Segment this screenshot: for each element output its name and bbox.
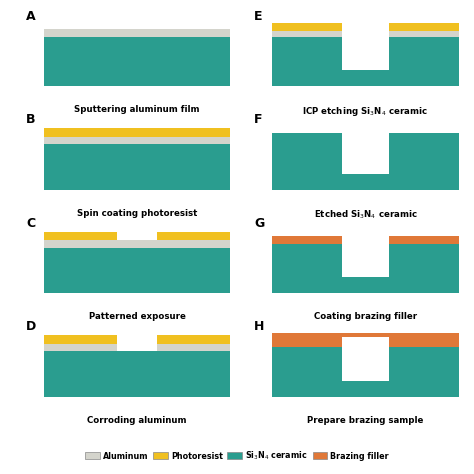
- Text: Prepare brazing sample: Prepare brazing sample: [307, 416, 423, 425]
- Bar: [341, 337, 389, 347]
- Legend: Aluminum, Photoresist, Si$_3$N$_4$ ceramic, Brazing filler: Aluminum, Photoresist, Si$_3$N$_4$ ceram…: [82, 447, 392, 465]
- Bar: [272, 23, 341, 31]
- Text: H: H: [254, 320, 264, 333]
- Text: Etched Si$_3$N$_4$ ceramic: Etched Si$_3$N$_4$ ceramic: [313, 209, 417, 221]
- Bar: [272, 381, 458, 397]
- Text: A: A: [26, 10, 36, 23]
- Bar: [272, 244, 341, 277]
- Bar: [44, 351, 230, 397]
- Text: D: D: [26, 320, 36, 333]
- Text: Coating brazing filler: Coating brazing filler: [314, 312, 417, 321]
- Bar: [389, 236, 458, 244]
- Text: Patterned exposure: Patterned exposure: [89, 312, 185, 321]
- Bar: [272, 174, 458, 190]
- Text: E: E: [254, 10, 263, 23]
- Bar: [44, 335, 117, 344]
- Bar: [272, 277, 458, 293]
- Bar: [44, 128, 230, 137]
- Text: ICP etching Si$_3$N$_4$ ceramic: ICP etching Si$_3$N$_4$ ceramic: [302, 105, 428, 118]
- Bar: [44, 344, 117, 351]
- Bar: [389, 244, 458, 277]
- Bar: [44, 247, 230, 293]
- Bar: [272, 236, 341, 244]
- Bar: [44, 29, 230, 37]
- Text: Sputtering aluminum film: Sputtering aluminum film: [74, 105, 200, 114]
- Bar: [157, 344, 230, 351]
- Bar: [389, 347, 458, 381]
- Bar: [272, 333, 458, 337]
- Bar: [389, 31, 458, 37]
- Text: Corroding aluminum: Corroding aluminum: [87, 416, 187, 425]
- Bar: [157, 335, 230, 344]
- Bar: [272, 31, 341, 37]
- Bar: [44, 240, 230, 247]
- Bar: [272, 37, 341, 70]
- Text: Spin coating photoresist: Spin coating photoresist: [77, 209, 197, 218]
- Bar: [44, 232, 117, 240]
- Text: G: G: [254, 217, 264, 230]
- Bar: [272, 134, 341, 174]
- Bar: [389, 134, 458, 174]
- Bar: [44, 144, 230, 190]
- Bar: [272, 347, 341, 381]
- Bar: [272, 70, 458, 86]
- Bar: [389, 37, 458, 70]
- Text: B: B: [26, 113, 36, 127]
- Text: C: C: [26, 217, 35, 230]
- Bar: [44, 37, 230, 86]
- Bar: [44, 137, 230, 144]
- Bar: [389, 337, 458, 347]
- Bar: [389, 23, 458, 31]
- Bar: [157, 232, 230, 240]
- Text: F: F: [254, 113, 263, 127]
- Bar: [272, 337, 341, 347]
